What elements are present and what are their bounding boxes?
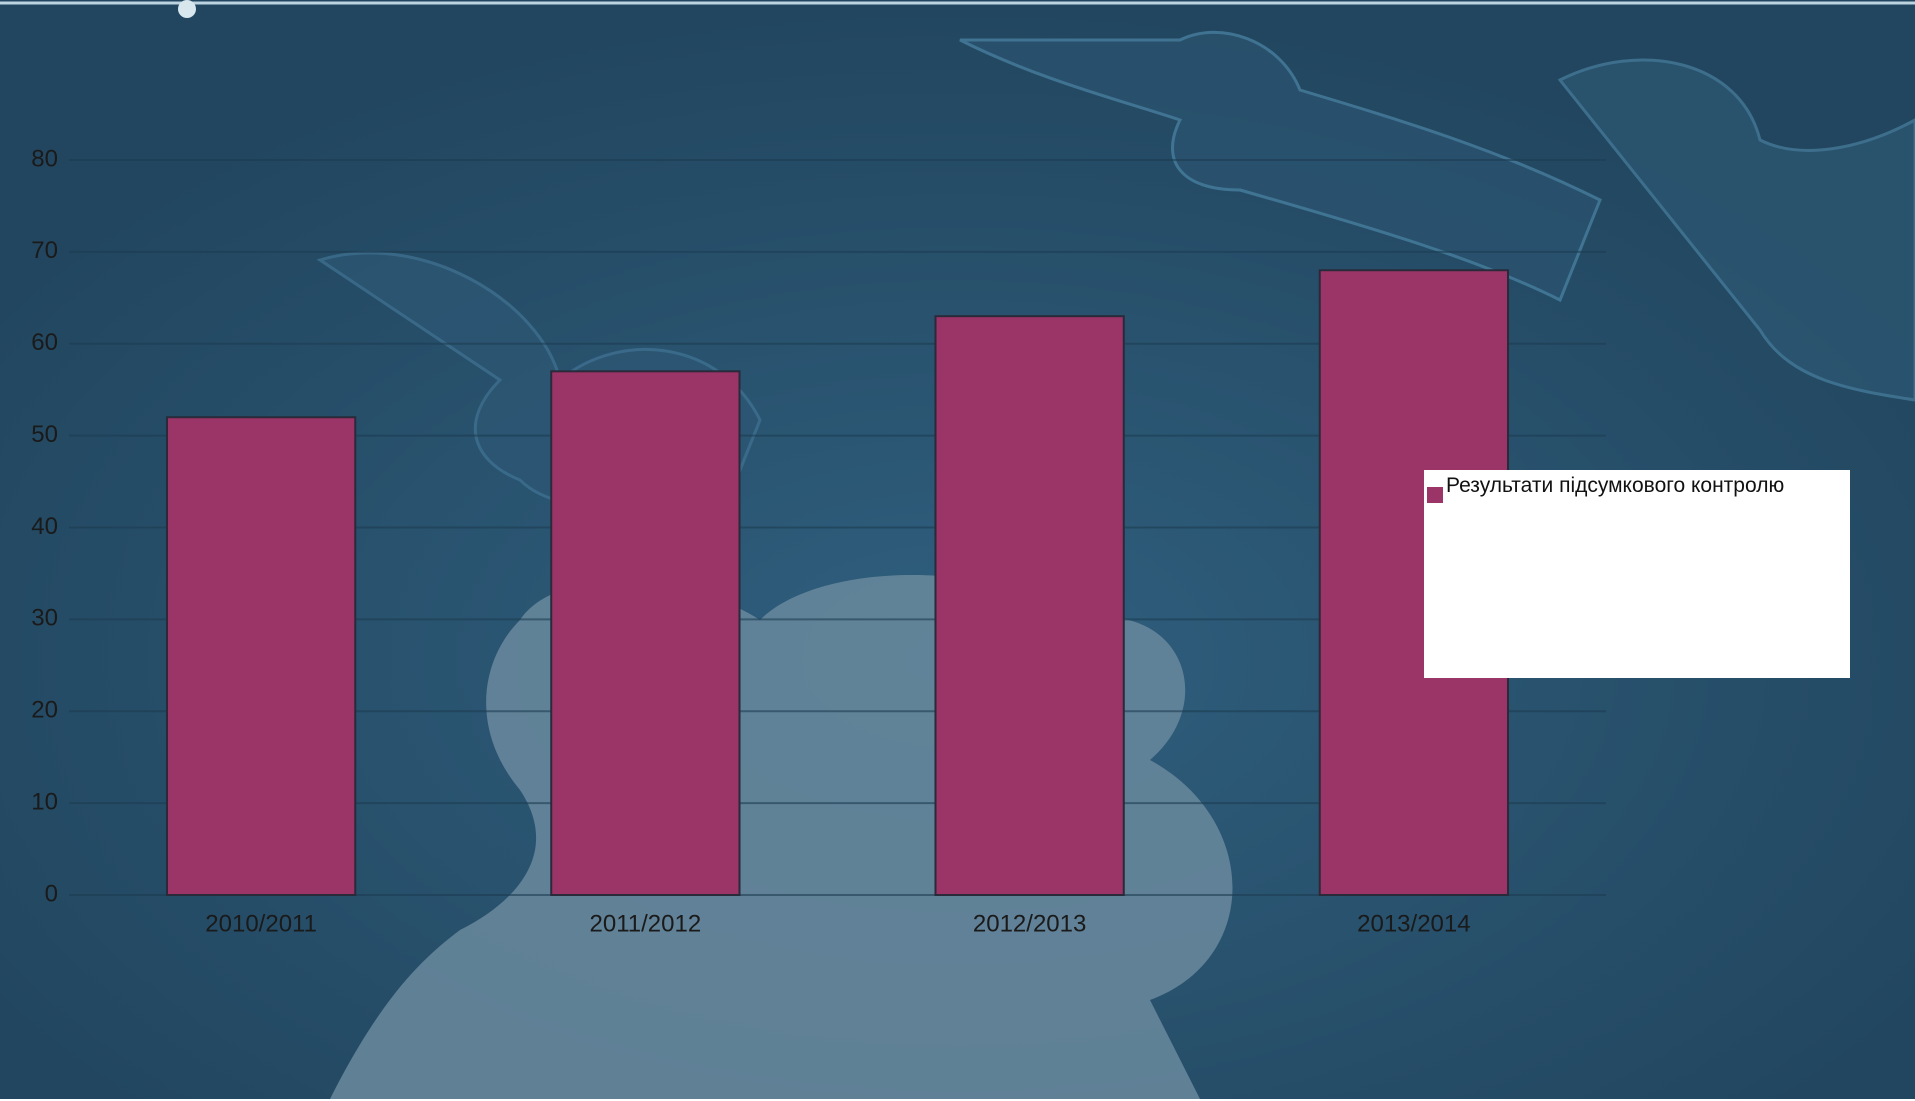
x-tick-label: 2013/2014 (1357, 910, 1470, 937)
puzzle-piece (959, 30, 1602, 303)
y-tick-label: 20 (31, 697, 58, 724)
bar (165, 416, 357, 896)
y-tick-label: 70 (31, 237, 58, 264)
legend-label: Результати підсумкового контролю (1446, 474, 1785, 497)
y-tick-label: 50 (31, 421, 58, 448)
y-tick-label: 10 (31, 788, 58, 815)
legend: Результати підсумкового контролю (1446, 474, 1785, 497)
bar (934, 315, 1125, 896)
legend-swatch (1427, 487, 1443, 503)
x-tick-label: 2010/2011 (205, 910, 317, 937)
x-tick-label: 2012/2013 (973, 910, 1086, 937)
handle (178, 0, 196, 18)
y-tick-label: 40 (31, 513, 58, 540)
bar (550, 370, 741, 896)
y-tick-label: 60 (31, 329, 58, 356)
y-tick-label: 30 (31, 605, 58, 632)
x-tick-label: 2011/2012 (590, 910, 702, 937)
puzzle-piece (1557, 58, 1915, 402)
y-tick-label: 80 (31, 145, 58, 172)
legend-box (1424, 470, 1850, 678)
y-tick-label: 0 (45, 880, 58, 907)
